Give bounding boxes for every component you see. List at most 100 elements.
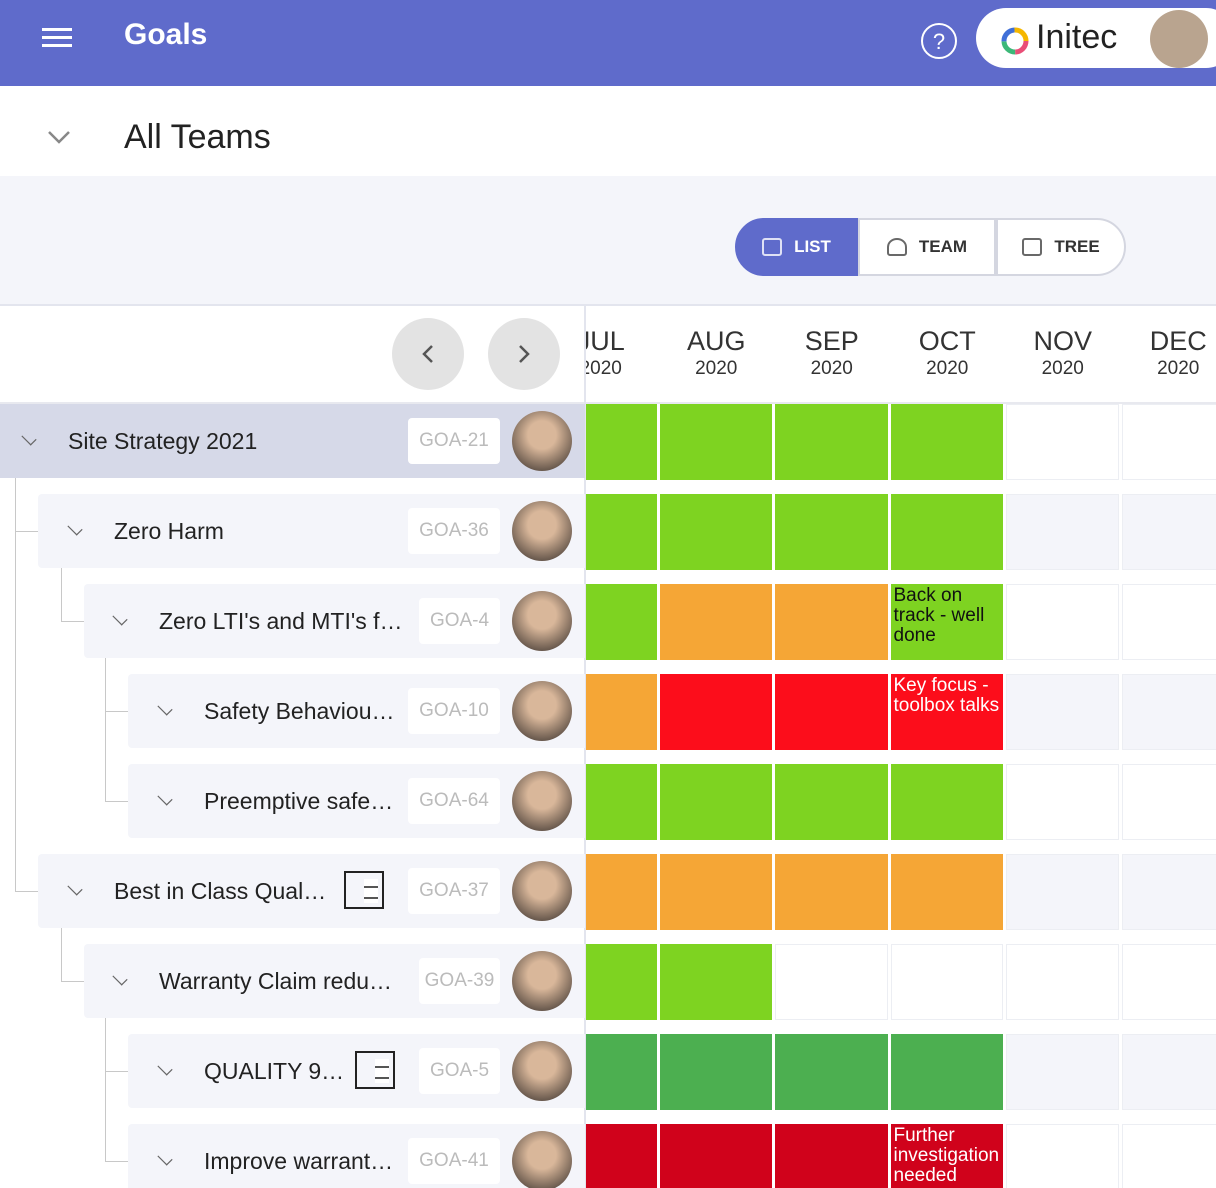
status-cell[interactable] <box>586 584 657 660</box>
svg-text:?: ? <box>933 29 945 54</box>
status-cell[interactable] <box>775 1034 888 1110</box>
status-cell[interactable] <box>890 404 1003 480</box>
goal-row[interactable] <box>128 674 585 748</box>
year-label: 2020 <box>1157 358 1200 379</box>
month-label: SEP <box>804 326 859 356</box>
report-icon[interactable] <box>344 871 384 909</box>
menu-button[interactable] <box>42 26 74 50</box>
status-cell[interactable]: Key focus - toolbox talks <box>890 674 1003 750</box>
status-cell[interactable] <box>659 1034 772 1110</box>
status-cell[interactable] <box>659 494 772 570</box>
goal-name: Site Strategy 2021 <box>68 428 258 454</box>
status-cell[interactable] <box>775 584 888 660</box>
status-cell[interactable] <box>775 404 888 480</box>
goal-name: Safety Behaviou… <box>204 698 395 724</box>
goal-code[interactable]: GOA-10 <box>408 688 500 734</box>
report-icon[interactable] <box>355 1051 395 1089</box>
goal-row[interactable] <box>84 584 585 658</box>
status-cell[interactable] <box>890 854 1003 930</box>
view-tab[interactable]: LIST <box>735 218 858 276</box>
tree-line <box>61 981 84 982</box>
status-cell[interactable] <box>659 584 772 660</box>
status-cell[interactable] <box>890 764 1003 840</box>
year-label: 2020 <box>926 358 969 379</box>
goal-code[interactable]: GOA-64 <box>408 778 500 824</box>
status-cell[interactable] <box>659 404 772 480</box>
empty-cell <box>1121 854 1216 930</box>
status-cell[interactable] <box>586 854 657 930</box>
status-cell[interactable] <box>775 494 888 570</box>
tab-label: TREE <box>1054 237 1100 256</box>
goal-row[interactable] <box>128 764 585 838</box>
tree-line <box>15 891 38 892</box>
goal-name: QUALITY 9… <box>204 1058 345 1084</box>
status-note: Key focus - toolbox talks <box>893 675 1000 716</box>
tab-icon <box>1022 238 1043 256</box>
empty-cell <box>1121 674 1216 750</box>
empty-cell <box>1006 944 1119 1020</box>
status-cell[interactable] <box>775 1124 888 1188</box>
status-cell[interactable] <box>775 674 888 750</box>
status-cell[interactable] <box>586 494 657 570</box>
goal-code[interactable]: GOA-5 <box>419 1048 500 1094</box>
owner-avatar <box>512 501 572 561</box>
team-dropdown-chevron[interactable] <box>46 128 72 146</box>
status-cell[interactable] <box>659 854 772 930</box>
goal-code[interactable]: GOA-37 <box>408 868 500 914</box>
goal-name: Warranty Claim redu… <box>159 968 393 994</box>
status-cell[interactable] <box>586 1034 657 1110</box>
goal-code[interactable]: GOA-36 <box>408 508 500 554</box>
year-label: 2020 <box>695 358 738 379</box>
goal-code[interactable]: GOA-4 <box>419 598 500 644</box>
goal-code[interactable]: GOA-41 <box>408 1138 500 1184</box>
status-cell[interactable] <box>586 674 657 750</box>
tree-line <box>105 1161 128 1162</box>
status-cell[interactable] <box>586 1124 657 1188</box>
empty-cell <box>1121 764 1216 840</box>
goal-code[interactable]: GOA-21 <box>408 418 500 464</box>
status-cell[interactable]: Back on track - well done <box>890 584 1003 660</box>
goal-name: Zero LTI's and MTI's f… <box>159 608 403 634</box>
tree-line <box>61 568 62 621</box>
status-cell[interactable] <box>659 1124 772 1188</box>
view-tab[interactable]: TEAM <box>858 218 996 276</box>
tree-line <box>15 478 16 891</box>
goal-row[interactable] <box>128 1124 585 1188</box>
tree-line <box>61 928 62 981</box>
help-button[interactable]: ? <box>920 22 958 60</box>
goal-row[interactable] <box>84 944 585 1018</box>
brand-name: Initec <box>1036 18 1118 56</box>
prev-button[interactable] <box>392 318 464 390</box>
status-cell[interactable] <box>890 494 1003 570</box>
status-cell[interactable] <box>586 404 657 480</box>
empty-cell <box>775 944 888 1020</box>
goal-name: Preemptive safe… <box>204 788 394 814</box>
status-cell[interactable] <box>890 1034 1003 1110</box>
panel-divider <box>584 306 586 1188</box>
empty-cell <box>1006 1124 1119 1188</box>
user-avatar[interactable] <box>1150 10 1208 68</box>
tree-line <box>105 1071 128 1072</box>
status-cell[interactable]: Further investigation needed <box>890 1124 1003 1188</box>
status-cell[interactable] <box>775 764 888 840</box>
tree-line <box>105 801 128 802</box>
tree-line <box>105 1018 106 1161</box>
status-cell[interactable] <box>586 764 657 840</box>
view-tab[interactable]: TREE <box>996 218 1126 276</box>
empty-cell <box>1121 494 1216 570</box>
status-cell[interactable] <box>659 764 772 840</box>
status-cell[interactable] <box>659 944 772 1020</box>
team-selector[interactable]: All Teams <box>124 118 271 156</box>
owner-avatar <box>512 861 572 921</box>
status-cell[interactable] <box>775 854 888 930</box>
owner-avatar <box>512 771 572 831</box>
owner-avatar <box>512 1131 572 1188</box>
empty-cell <box>1121 944 1216 1020</box>
next-button[interactable] <box>488 318 560 390</box>
goal-name: Best in Class Qual… <box>114 878 327 904</box>
status-cell[interactable] <box>659 674 772 750</box>
empty-cell <box>1006 674 1119 750</box>
status-cell[interactable] <box>586 944 657 1020</box>
goal-code[interactable]: GOA-39 <box>419 958 500 1004</box>
